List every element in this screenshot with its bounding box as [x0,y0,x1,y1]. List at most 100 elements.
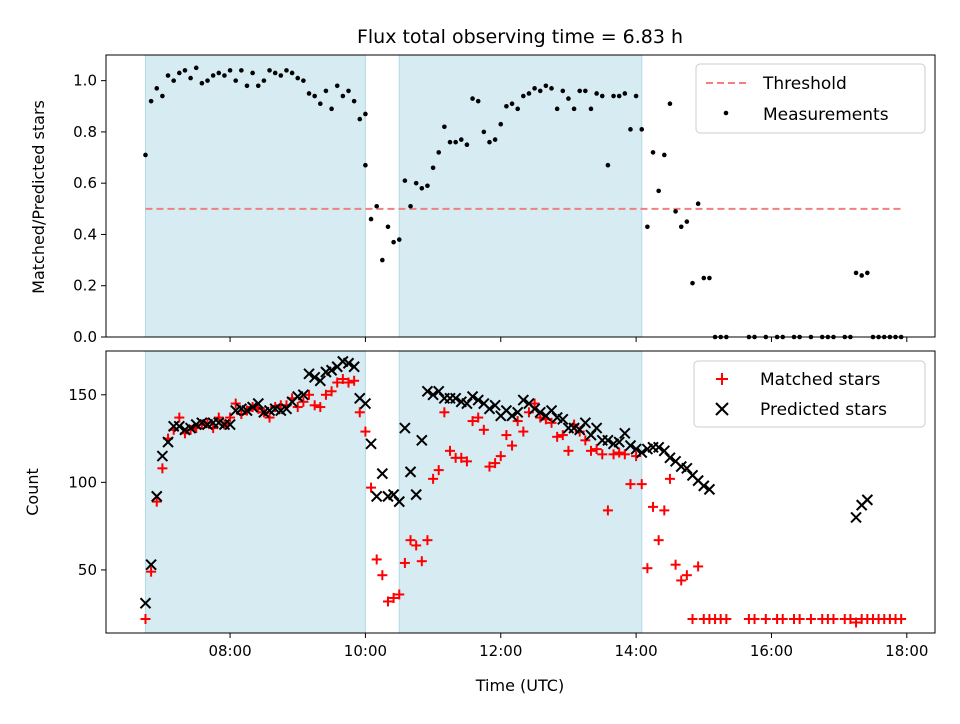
predicted-point-101 [850,511,862,524]
predicted-point-51 [427,389,439,401]
predicted-point-20 [252,397,264,410]
matched-point-110 [794,613,805,624]
predicted-point-84 [613,436,625,448]
matched-point-103 [721,613,732,624]
measurement-point-97 [684,219,690,224]
matched-point-72 [546,417,557,428]
predicted-point-1 [145,558,157,571]
matched-point-106 [760,613,771,624]
matched-point-27 [292,402,303,413]
measurement-point-95 [673,209,678,214]
predicted-point-30 [308,371,321,383]
observing-window-span-1 [144,54,366,338]
predicted-point-55 [449,392,462,404]
count-y-tick-label-2: 150 [68,386,97,404]
matched-point-125 [896,613,907,624]
count-y-tick-label-1: 100 [68,473,97,491]
count-plot-frame [105,350,936,634]
measurement-point-61 [481,129,487,135]
predicted-point-87 [630,443,642,455]
measurement-point-6 [177,70,182,76]
measurement-point-17 [239,68,244,73]
measurement-point-90 [645,224,650,230]
measurement-point-27 [295,75,301,81]
matched-point-62 [490,458,501,469]
matched-point-40 [366,482,377,493]
predicted-point-69 [528,403,541,415]
measurement-point-55 [447,139,453,145]
measurement-point-56 [453,139,458,145]
legend-predicted-swatch [715,402,729,416]
matched-point-43 [382,596,393,607]
matched-point-13 [213,412,224,423]
matched-point-66 [512,416,523,427]
x-tick-label-3: 14:00 [614,642,657,660]
measurement-point-43 [380,257,385,263]
measurement-point-99 [695,201,701,206]
legend-measurements-label: Measurements [763,105,889,125]
matched-point-82 [602,505,613,516]
measurement-point-40 [363,162,368,168]
predicted-point-78 [579,417,592,429]
x-tick-label-2: 12:00 [479,642,522,660]
matched-point-83 [608,449,619,460]
matched-point-79 [585,445,596,456]
matched-point-48 [411,540,422,551]
matched-point-64 [501,430,512,441]
matched-point-63 [495,451,506,462]
predicted-point-42 [376,467,389,480]
measurement-point-101 [707,275,712,281]
time-x-axis: 08:00 10:00 12:00 14:00 16:00 18:00 [208,633,928,660]
predicted-point-61 [483,403,496,415]
predicted-point-58 [466,390,479,403]
predicted-point-36 [342,357,355,369]
matched-point-34 [332,377,343,388]
measurement-point-23 [272,70,278,76]
measurement-point-96 [678,224,684,230]
measurement-point-37 [351,98,357,104]
predicted-point-18 [241,404,253,417]
matched-point-52 [433,465,444,476]
measurement-point-0 [143,152,148,158]
legend-predicted-label: Predicted stars [760,400,887,420]
count-y-tick-label-0: 50 [78,561,97,579]
ratio-x-ticks [229,337,908,342]
matched-point-49 [416,556,427,567]
measurement-point-63 [492,137,498,142]
matched-point-33 [326,386,337,397]
measurement-point-44 [385,224,391,230]
measurement-point-3 [160,93,165,99]
matched-point-92 [659,505,670,516]
legend-measurement-swatch [723,110,729,116]
ratio-y-axis: 0.0 0.2 0.4 0.6 0.8 1.0 [73,72,106,346]
matched-point-91 [653,535,664,546]
matched-point-8 [185,424,196,435]
observing-window-span-1 [144,350,366,634]
measurement-points [143,65,904,340]
matched-point-78 [580,435,591,446]
ratio-y-tick-label-5: 1.0 [73,72,97,90]
measurement-point-86 [622,91,628,96]
measurement-point-11 [205,78,210,83]
matched-point-74 [557,430,568,441]
measurement-point-51 [425,183,430,189]
measurement-point-31 [317,101,323,107]
matched-point-47 [405,535,416,546]
measurement-point-75 [560,88,566,94]
predicted-point-39 [359,397,372,410]
predicted-point-3 [156,450,169,462]
measurement-point-52 [430,165,436,171]
measurement-point-16 [233,78,239,83]
legend-threshold-label: Threshold [762,74,847,94]
measurement-point-46 [396,237,402,242]
measurement-point-8 [188,75,193,81]
measurement-point-81 [594,91,599,96]
ratio-y-tick-label-2: 0.4 [73,225,97,243]
measurement-point-73 [549,86,554,91]
matched-point-96 [681,570,692,581]
predicted-point-31 [314,375,327,387]
measurement-point-42 [374,203,379,209]
measurement-point-83 [605,162,611,168]
measurement-point-36 [346,88,351,94]
